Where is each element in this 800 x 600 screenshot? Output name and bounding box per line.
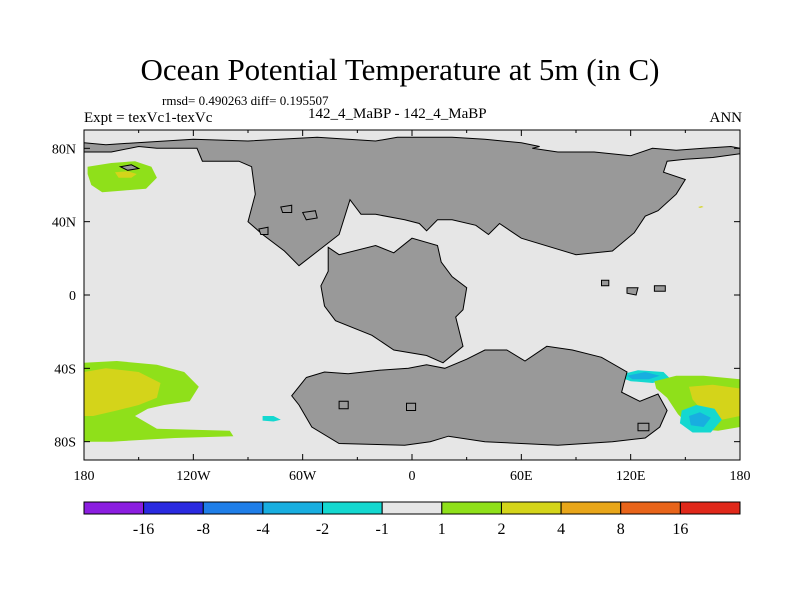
- colorbar: -16 -8 -4 -2 -1 1 2 4 8 16: [83, 501, 741, 538]
- colorbar-swatch: [679, 501, 741, 515]
- x-tick-label: 60E: [510, 469, 533, 484]
- colorbar-label: 2: [498, 521, 506, 538]
- south-pacific-warm-core: [84, 368, 161, 416]
- colorbar-label: 4: [557, 521, 565, 538]
- colorbar-swatch: [441, 501, 502, 515]
- land-gondwana-west: [320, 237, 468, 364]
- season-label: ANN: [709, 110, 743, 126]
- case-label: 142_4_MaBP - 142_4_MaBP: [308, 106, 487, 122]
- chart-title: Ocean Potential Temperature at 5m (in C): [140, 52, 660, 87]
- colorbar-swatch: [381, 501, 443, 515]
- land-pacific-islet-2: [280, 204, 293, 213]
- colorbar-swatch: [322, 501, 383, 515]
- land-pacific-islet-1: [301, 210, 318, 221]
- colorbar-swatch: [620, 501, 681, 515]
- y-tick-label: 40S: [54, 362, 76, 377]
- colorbar-label: -4: [256, 521, 269, 538]
- land-pacific-islet-3: [258, 226, 269, 235]
- colorbar-swatch: [83, 501, 145, 515]
- x-tick-label: 180: [74, 469, 95, 484]
- colorbar-swatch: [202, 501, 264, 515]
- land-antarctic-islet-3: [637, 422, 650, 432]
- south-atlantic-cool-patch: [262, 416, 281, 422]
- colorbar-label: -2: [316, 521, 329, 538]
- colorbar-label: 8: [617, 521, 625, 538]
- x-tick-label: 0: [409, 469, 416, 484]
- x-tick-label: 180: [730, 469, 751, 484]
- land-layer: [84, 136, 740, 446]
- colorbar-label: 1: [438, 521, 446, 538]
- axes: 180 120W 60W 0 60E 120E 180 80N 40N 0 40S 80S: [52, 130, 751, 484]
- tasman-cool-core: [689, 412, 711, 427]
- south-indian-cool-core: [627, 372, 660, 380]
- x-tick-label: 120E: [616, 469, 646, 484]
- stats-line: rmsd= 0.490263 diff= 0.195507: [162, 93, 329, 108]
- south-pacific-east-warm-core: [689, 384, 740, 420]
- colorbar-swatch: [143, 501, 204, 515]
- colorbar-swatch: [560, 501, 622, 515]
- land-tethys-islet-2: [626, 287, 639, 296]
- land-laurasia: [84, 136, 740, 267]
- east-asia-warm-speck: [698, 206, 704, 208]
- colorbar-label: -8: [197, 521, 210, 538]
- colorbar-swatch: [262, 501, 324, 515]
- colorbar-label: 16: [672, 521, 688, 538]
- land-north-pacific-island: [118, 164, 141, 171]
- x-tick-label: 60W: [289, 469, 317, 484]
- y-tick-label: 80N: [52, 142, 76, 157]
- land-antarctic-islet-2: [406, 402, 417, 411]
- land-antarctic-islet-1: [338, 400, 349, 410]
- land-tethys-islet-3: [653, 285, 666, 292]
- x-tick-label: 120W: [176, 469, 211, 484]
- north-pacific-warm-core: [115, 171, 137, 178]
- land-tethys-islet-1: [601, 279, 610, 287]
- colorbar-swatch: [500, 501, 562, 515]
- colorbar-label: -1: [376, 521, 389, 538]
- y-tick-label: 0: [69, 289, 76, 304]
- colorbar-label: -16: [133, 521, 154, 538]
- y-tick-label: 80S: [54, 436, 76, 451]
- land-gondwana-south: [291, 345, 668, 446]
- y-tick-label: 40N: [52, 216, 76, 231]
- experiment-label: Expt = texVc1-texVc: [84, 110, 213, 126]
- contour-layer: [84, 161, 740, 442]
